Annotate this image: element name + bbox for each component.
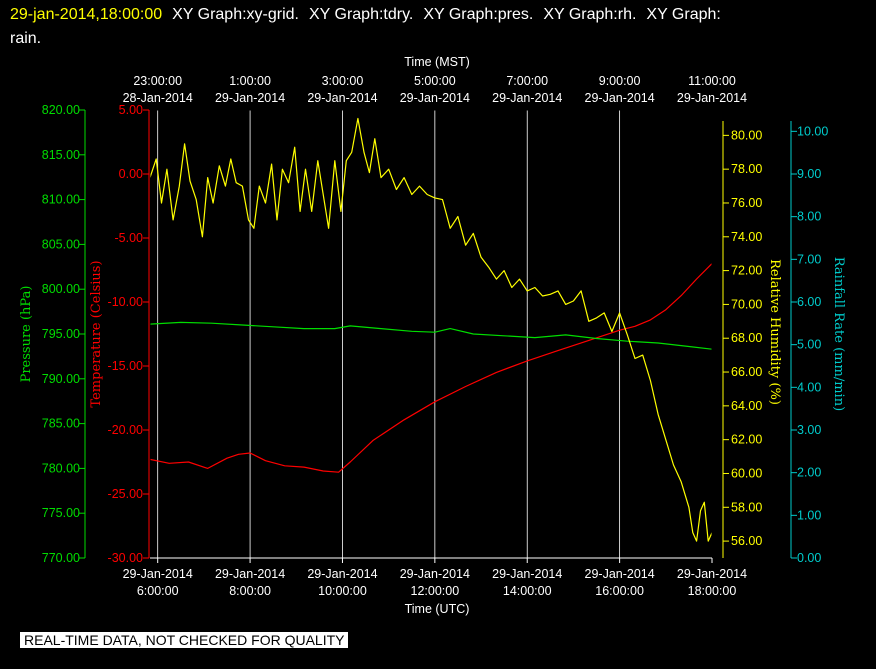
humidity-tick-label: 66.00: [731, 365, 762, 379]
x-tick-time-utc: 14:00:00: [503, 584, 552, 598]
x-tick-time-utc: 16:00:00: [595, 584, 644, 598]
humidity-tick-label: 64.00: [731, 399, 762, 413]
x-tick-date-utc: 29-Jan-2014: [123, 567, 193, 581]
rain-tick-label: 6.00: [797, 295, 821, 309]
pressure-tick-label: 795.00: [42, 327, 80, 341]
x-tick-time-mst: 7:00:00: [506, 74, 548, 88]
pressure-tick-label: 775.00: [42, 506, 80, 520]
humidity-tick-label: 72.00: [731, 264, 762, 278]
pressure-tick-label: 820.00: [42, 103, 80, 117]
rain-axis-label: Rainfall Rate (mm/min): [831, 257, 846, 411]
humidity-tick-label: 68.00: [731, 331, 762, 345]
rain-tick-label: 3.00: [797, 423, 821, 437]
x-tick-time-mst: 1:00:00: [229, 74, 271, 88]
temperature-tick-label: -30.00: [108, 551, 143, 565]
rain-tick-label: 5.00: [797, 338, 821, 352]
temperature-tick-label: -10.00: [108, 295, 143, 309]
x-tick-date-utc: 29-Jan-2014: [677, 567, 747, 581]
humidity-line: [149, 117, 713, 542]
pressure-tick-label: 815.00: [42, 148, 80, 162]
x-tick-time-utc: 8:00:00: [229, 584, 271, 598]
x-tick-time-mst: 3:00:00: [322, 74, 364, 88]
x-tick-date-utc: 29-Jan-2014: [492, 567, 562, 581]
title-rain-prefix: XY Graph:: [646, 6, 721, 23]
x-top-axis-label: Time (MST): [404, 55, 470, 69]
pressure-tick-label: 790.00: [42, 372, 80, 386]
pressure-tick-label: 780.00: [42, 461, 80, 475]
x-tick-date-mst: 29-Jan-2014: [215, 91, 285, 105]
humidity-tick-label: 56.00: [731, 534, 762, 548]
humidity-tick-label: 70.00: [731, 297, 762, 311]
temperature-axis-label: Temperature (Celsius): [89, 260, 104, 407]
rain-tick-label: 7.00: [797, 252, 821, 266]
x-tick-time-utc: 6:00:00: [137, 584, 179, 598]
temperature-line: [149, 263, 713, 473]
humidity-tick-label: 78.00: [731, 162, 762, 176]
header-titles: 29-jan-2014,18:00:00 XY Graph:xy-grid. XY …: [10, 3, 860, 51]
temperature-tick-label: -15.00: [108, 359, 143, 373]
quality-disclaimer: REAL-TIME DATA, NOT CHECKED FOR QUALITY: [20, 632, 349, 648]
pressure-line: [149, 321, 713, 350]
humidity-tick-label: 58.00: [731, 500, 762, 514]
x-tick-date-utc: 29-Jan-2014: [215, 567, 285, 581]
grid-lines: [157, 110, 713, 558]
timestamp: 29-jan-2014,18:00:00: [10, 6, 163, 23]
x-tick-date-mst: 29-Jan-2014: [307, 91, 377, 105]
rain-tick-label: 1.00: [797, 508, 821, 522]
x-tick-date-mst: 29-Jan-2014: [677, 91, 747, 105]
x-tick-date-utc: 29-Jan-2014: [400, 567, 470, 581]
humidity-axis-label: Relative Humidity (%): [767, 259, 782, 405]
title-xy-grid: XY Graph:xy-grid.: [172, 6, 299, 23]
x-tick-date-mst: 28-Jan-2014: [123, 91, 193, 105]
data-series: [149, 117, 713, 542]
x-tick-date-utc: 29-Jan-2014: [585, 567, 655, 581]
humidity-tick-label: 76.00: [731, 196, 762, 210]
humidity-tick-label: 60.00: [731, 466, 762, 480]
humidity-tick-label: 74.00: [731, 230, 762, 244]
x-tick-time-mst: 11:00:00: [688, 74, 736, 88]
rain-tick-label: 9.00: [797, 167, 821, 181]
pressure-tick-label: 770.00: [42, 551, 80, 565]
temperature-tick-label: -25.00: [108, 487, 143, 501]
pressure-axis-label: Pressure (hPa): [19, 286, 34, 383]
x-tick-time-utc: 18:00:00: [688, 584, 737, 598]
plot-frame: [149, 109, 713, 559]
title-rh: XY Graph:rh.: [543, 6, 637, 23]
title-pres: XY Graph:pres.: [423, 6, 534, 23]
temperature-tick-label: 5.00: [119, 103, 143, 117]
pressure-tick-label: 800.00: [42, 282, 80, 296]
rain-tick-label: 0.00: [797, 551, 821, 565]
pressure-tick-label: 810.00: [42, 193, 80, 207]
humidity-tick-label: 62.00: [731, 433, 762, 447]
temperature-tick-label: -5.00: [115, 231, 144, 245]
x-tick-date-mst: 29-Jan-2014: [492, 91, 562, 105]
pressure-tick-label: 785.00: [42, 417, 80, 431]
pressure-tick-label: 805.00: [42, 237, 80, 251]
x-bottom-axis-label: Time (UTC): [405, 602, 470, 616]
x-tick-time-mst: 5:00:00: [414, 74, 456, 88]
axes: 29-Jan-2014 6:00:00 29-Jan-2014 8:00:00 29-J…: [42, 74, 829, 598]
x-tick-date-mst: 29-Jan-2014: [400, 91, 470, 105]
title-tdry: XY Graph:tdry.: [309, 6, 414, 23]
temperature-tick-label: -20.00: [108, 423, 143, 437]
title-rain-suffix: rain.: [10, 30, 42, 47]
temperature-tick-label: 0.00: [119, 167, 143, 181]
rain-tick-label: 8.00: [797, 210, 821, 224]
x-tick-time-mst: 23:00:00: [133, 74, 182, 88]
x-tick-time-mst: 9:00:00: [599, 74, 641, 88]
rain-tick-label: 4.00: [797, 380, 821, 394]
x-tick-time-utc: 12:00:00: [411, 584, 460, 598]
humidity-tick-label: 80.00: [731, 128, 762, 142]
x-tick-date-utc: 29-Jan-2014: [307, 567, 377, 581]
x-tick-date-mst: 29-Jan-2014: [585, 91, 655, 105]
rain-tick-label: 10.00: [797, 124, 828, 138]
x-tick-time-utc: 10:00:00: [318, 584, 367, 598]
rain-tick-label: 2.00: [797, 466, 821, 480]
